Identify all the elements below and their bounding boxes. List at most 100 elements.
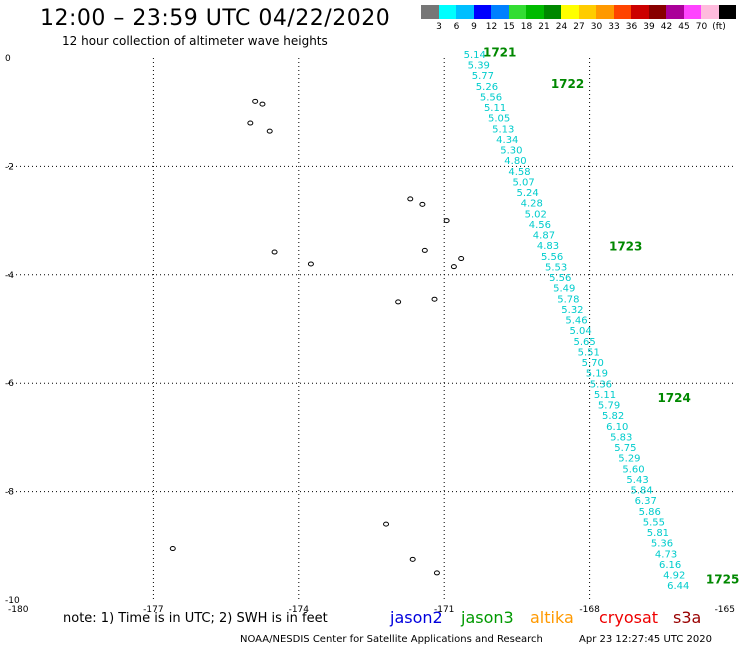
colorbar-swatch	[456, 5, 474, 19]
wave-height-value: 6.44	[667, 581, 689, 592]
colorbar-label: 39	[643, 22, 655, 32]
colorbar-swatch	[596, 5, 614, 19]
note-text: note: 1) Time is in UTC; 2) SWH is in fe…	[63, 611, 328, 626]
wave-height-value: 4.92	[663, 571, 685, 582]
wave-height-value: 5.81	[647, 528, 669, 539]
lon-tick-label: -174	[289, 605, 310, 615]
lon-tick-label: -177	[143, 605, 163, 615]
wave-height-value: 5.07	[512, 177, 534, 188]
wave-height-value: 5.75	[614, 443, 636, 454]
colorbar-label: 33	[608, 22, 620, 32]
lat-tick-label: -8	[5, 488, 14, 498]
island-outline	[259, 101, 266, 107]
island-outline	[409, 556, 416, 562]
colorbar-label: 70	[695, 22, 708, 32]
wave-height-value: 5.56	[549, 273, 571, 284]
mission-jason3: jason3	[461, 608, 514, 627]
wave-height-value: 6.37	[635, 496, 657, 507]
wave-height-value: 4.58	[508, 167, 530, 178]
wave-height-value: 5.84	[631, 486, 653, 497]
colorbar-label: 27	[573, 22, 585, 32]
wave-height-value: 4.87	[533, 231, 555, 242]
island-outline	[247, 120, 254, 126]
axis-tick-labels: -180 -177 -174 -171 -168 -165 0 -2 -4 -6 -8 -10	[5, 54, 735, 615]
colorbar-swatch	[508, 5, 526, 19]
colorbar-label: 6	[453, 22, 460, 32]
colorbar-swatch	[631, 5, 649, 19]
colorbar-swatch	[578, 5, 596, 19]
footer-timestamp: Apr 23 12:27:45 UTC 2020	[579, 634, 712, 645]
island-outline	[266, 128, 273, 134]
colorbar-swatch	[473, 5, 491, 19]
wave-height-value: 4.56	[529, 220, 551, 231]
wave-height-value: 5.19	[586, 369, 608, 380]
island-outline	[421, 247, 428, 253]
wave-height-track: 5.145.395.775.265.565.115.055.134.345.30…	[464, 50, 690, 592]
island-outline	[383, 521, 390, 527]
wave-height-value: 5.11	[594, 390, 616, 401]
chart-subtitle: 12 hour collection of altimeter wave hei…	[62, 34, 328, 48]
island-outline	[419, 201, 426, 207]
mission-cryosat: cryosat	[599, 608, 659, 627]
wave-height-value: 4.28	[521, 199, 543, 210]
wave-height-value: 5.46	[565, 316, 587, 327]
wave-height-value: 6.16	[659, 560, 681, 571]
colorbar-swatch	[438, 5, 456, 19]
mission-jason2: jason2	[390, 608, 443, 627]
colorbar-swatch	[526, 5, 544, 19]
wave-height-value: 5.32	[561, 305, 583, 316]
wave-height-value: 5.86	[639, 507, 661, 518]
footer-source: NOAA/NESDIS Center for Satellite Applica…	[240, 634, 543, 645]
track-label: 1724	[657, 391, 690, 405]
wave-height-value: 5.51	[578, 347, 600, 358]
wave-height-value: 5.65	[574, 337, 596, 348]
wave-height-value: 4.83	[537, 241, 559, 252]
colorbar-label: 9	[471, 22, 477, 32]
island-outline	[433, 570, 440, 576]
track-labels: 1721 1722 1723 1724 1725	[483, 45, 739, 586]
colorbar-label: 45	[678, 22, 690, 32]
colorbar-label: 24	[555, 22, 568, 32]
chart-title: 12:00 – 23:59 UTC 04/22/2020	[40, 6, 391, 31]
wave-height-value: 5.83	[610, 432, 632, 443]
wave-height-value: 4.34	[496, 135, 518, 146]
colorbar-label: 21	[538, 22, 550, 32]
wave-height-value: 5.30	[500, 146, 522, 157]
colorbar-label: 30	[590, 22, 603, 32]
colorbar-label: 18	[520, 22, 533, 32]
colorbar-swatch	[666, 5, 684, 19]
mission-altika: altika	[530, 608, 574, 627]
lat-tick-label: 0	[5, 54, 11, 64]
lon-tick-label: -171	[434, 605, 454, 615]
wave-height-value: 5.70	[582, 358, 604, 369]
wave-height-value: 5.24	[517, 188, 539, 199]
wave-height-value: 5.36	[651, 539, 673, 550]
colorbar-swatch	[701, 5, 719, 19]
mission-s3a: s3a	[673, 608, 702, 627]
wave-height-value: 5.26	[476, 82, 498, 93]
wave-height-value: 5.29	[618, 454, 640, 465]
colorbar-label: 36	[625, 22, 638, 32]
track-label: 1725	[706, 573, 739, 587]
wave-height-value: 5.39	[468, 61, 490, 72]
colorbar-label: 15	[503, 22, 515, 32]
wave-height-colorbar	[421, 5, 736, 19]
island-outline	[407, 196, 414, 202]
colorbar-label: 42	[660, 22, 673, 32]
island-outlines	[169, 98, 465, 576]
wave-height-value: 5.77	[472, 71, 494, 82]
wave-height-value: 4.73	[655, 549, 677, 560]
wave-height-value: 5.79	[598, 401, 620, 412]
colorbar-label: 3	[436, 22, 442, 32]
island-outline	[252, 98, 259, 104]
wave-height-value: 4.80	[504, 156, 526, 167]
track-label: 1723	[609, 239, 642, 253]
wave-height-value: 5.78	[557, 294, 579, 305]
colorbar-swatch	[683, 5, 701, 19]
wave-height-value: 5.36	[590, 379, 612, 390]
lat-tick-label: -2	[5, 162, 14, 172]
wave-height-value: 5.49	[553, 284, 575, 295]
wave-height-value: 5.14	[464, 50, 486, 61]
island-outline	[431, 296, 438, 302]
lon-tick-label: -168	[579, 605, 600, 615]
